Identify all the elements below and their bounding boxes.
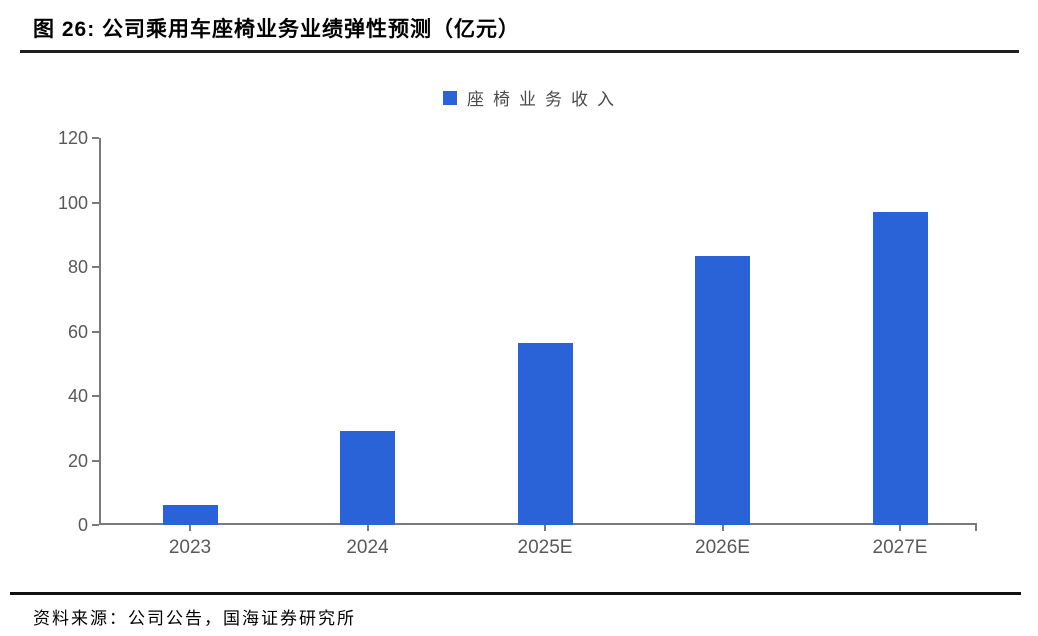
x-axis-tick xyxy=(721,525,724,531)
y-axis-tick xyxy=(92,201,99,204)
x-axis-tick xyxy=(189,525,191,531)
y-axis-tick-label: 100 xyxy=(57,192,88,213)
y-axis-tick xyxy=(92,524,99,526)
chart-legend: 座椅业务收入 xyxy=(443,85,623,110)
y-axis-line xyxy=(99,138,101,525)
x-axis-tick-label: 2024 xyxy=(346,537,389,558)
footer-divider-line xyxy=(10,592,1021,595)
y-axis-tick-label: 80 xyxy=(67,257,88,277)
legend-series-label: 座椅业务收入 xyxy=(467,90,623,109)
x-axis-tick xyxy=(544,525,546,531)
bar-2026E xyxy=(695,256,750,525)
x-axis-tick xyxy=(899,525,901,531)
y-axis-tick xyxy=(92,395,99,397)
y-axis-tick-label: 120 xyxy=(57,128,88,148)
legend-square-icon xyxy=(443,90,457,105)
x-axis-tick-label: 2026E xyxy=(695,537,750,558)
bar-2027E xyxy=(872,212,928,525)
y-axis-tick-label: 20 xyxy=(67,450,88,471)
title-divider-line xyxy=(20,50,1019,53)
x-axis-tick-label: 2027E xyxy=(872,537,928,558)
source-note: 资料来源：公司公告，国海证券研究所 xyxy=(33,609,356,628)
x-axis-tick-label: 2023 xyxy=(168,537,212,558)
y-axis-tick xyxy=(92,459,99,462)
x-axis-tick-label: 2025E xyxy=(517,537,573,558)
y-axis-tick-label: 60 xyxy=(67,321,88,342)
bar-2023 xyxy=(162,504,218,525)
y-axis-tick xyxy=(92,330,99,333)
y-axis-tick xyxy=(92,137,99,139)
y-axis-tick-label: 0 xyxy=(77,515,88,535)
x-axis-tick xyxy=(366,525,369,531)
bar-2025E xyxy=(517,342,573,525)
x-axis-end-tick xyxy=(975,525,977,531)
y-axis-tick xyxy=(92,266,99,268)
y-axis-tick-label: 40 xyxy=(67,386,88,406)
bar-chart-plot-area: 0 20 40 60 80 100 120 2023 2024 2025E 2026E 2027E xyxy=(58,129,977,558)
figure-title: 图 26: 公司乘用车座椅业务业绩弹性预测（亿元） xyxy=(33,18,521,41)
bar-2024 xyxy=(340,431,395,525)
